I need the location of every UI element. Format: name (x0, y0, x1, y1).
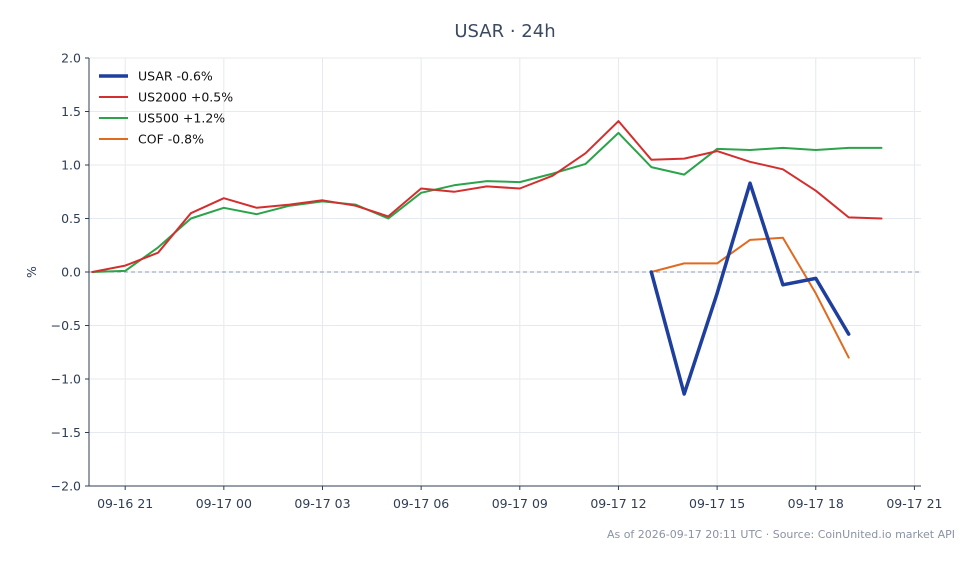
x-tick-label: 09-16 21 (97, 496, 153, 511)
x-tick-label: 09-17 06 (393, 496, 449, 511)
x-tick-label: 09-17 15 (689, 496, 745, 511)
y-axis-label: % (24, 266, 39, 278)
y-tick-label: −1.0 (51, 372, 81, 387)
axes: 2.0 1.5 1.0 0.5 0.0 −0.5 −1.0 −1.5 −2.0 09-16 21 0… (51, 51, 943, 512)
y-tick-label: 0.5 (61, 211, 81, 226)
series-line-us500 (91, 131, 883, 273)
x-tick-label: 09-17 09 (492, 496, 548, 511)
y-tick-label: −2.0 (51, 479, 81, 494)
series-lines (91, 120, 883, 396)
x-tick-label: 09-17 18 (788, 496, 844, 511)
y-tick-label: 1.5 (61, 104, 81, 119)
x-tick-label: 09-17 12 (590, 496, 646, 511)
x-tick-label: 09-17 03 (294, 496, 350, 511)
legend-label: COF -0.8% (138, 132, 204, 147)
y-tick-label: 1.0 (61, 158, 81, 173)
series-line-cof (650, 236, 850, 359)
legend-label: US2000 +0.5% (138, 90, 233, 105)
y-tick-label: −1.5 (51, 425, 81, 440)
chart-title: USAR · 24h (454, 21, 555, 42)
legend: USAR -0.6% US2000 +0.5% US500 +1.2% COF -0.… (99, 69, 233, 147)
y-tick-label: −0.5 (51, 318, 81, 333)
legend-label: USAR -0.6% (138, 69, 213, 84)
x-tick-label: 09-17 00 (196, 496, 252, 511)
x-tick-label: 09-17 21 (886, 496, 942, 511)
legend-label: US500 +1.2% (138, 111, 225, 126)
footer-source-note: As of 2026-09-17 20:11 UTC · Source: Coi… (607, 528, 955, 541)
series-line-usar (649, 181, 851, 396)
y-tick-label: 2.0 (61, 51, 81, 66)
y-tick-label: 0.0 (61, 265, 81, 280)
series-line-us2000 (91, 120, 883, 273)
